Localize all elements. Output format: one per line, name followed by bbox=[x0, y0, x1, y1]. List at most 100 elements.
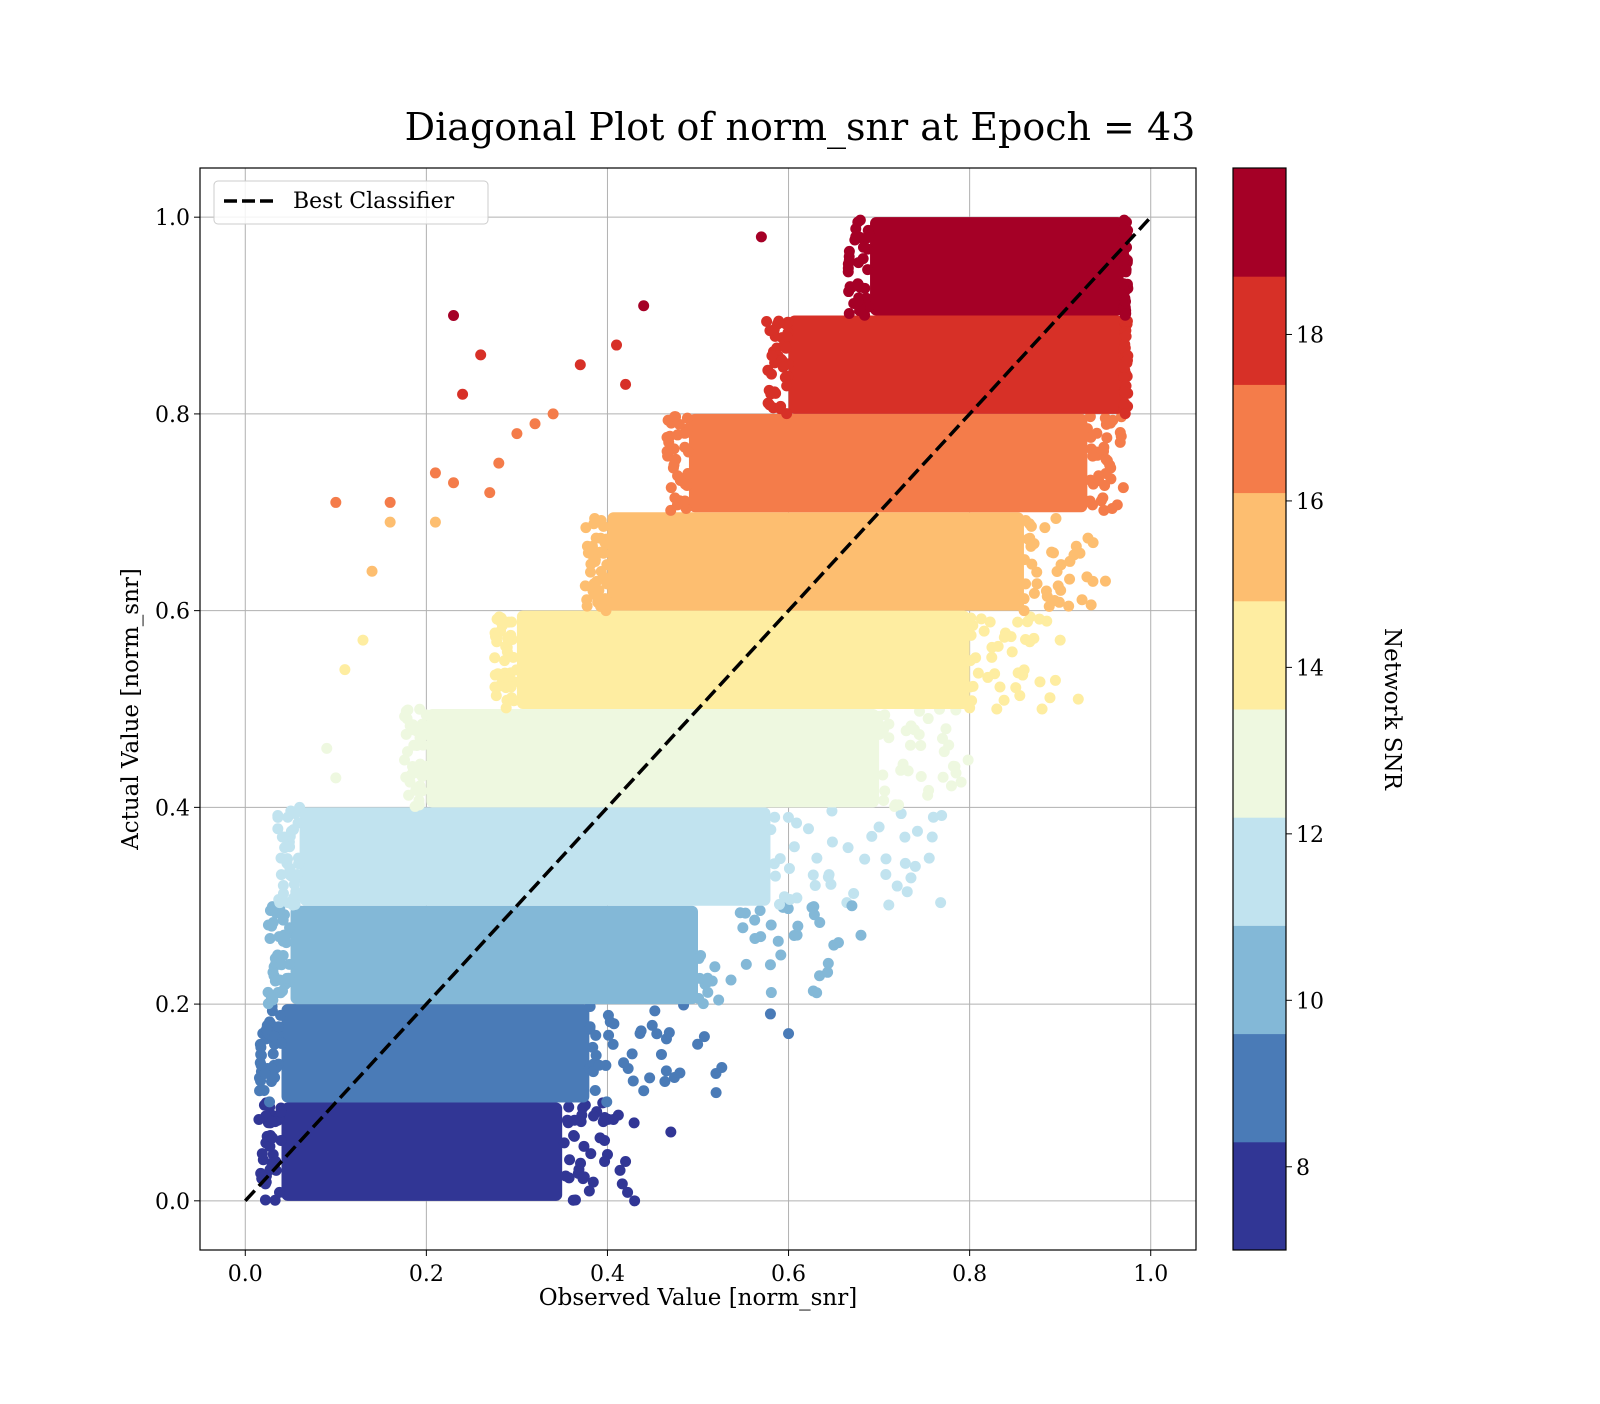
scatter-point bbox=[927, 811, 939, 823]
scatter-point bbox=[710, 1087, 722, 1099]
scatter-point bbox=[330, 496, 342, 508]
scatter-point bbox=[626, 1048, 638, 1060]
scatter-point bbox=[1117, 482, 1129, 494]
scatter-point bbox=[601, 1096, 613, 1108]
scatter-point bbox=[1119, 386, 1131, 398]
scatter-band bbox=[607, 512, 1024, 611]
scatter-point bbox=[1118, 361, 1130, 373]
scatter-point bbox=[950, 767, 962, 779]
scatter-point bbox=[1114, 426, 1126, 438]
scatter-point bbox=[873, 821, 885, 833]
scatter-point bbox=[775, 400, 787, 412]
scatter-point bbox=[276, 831, 288, 843]
scatter-point bbox=[1025, 520, 1037, 532]
scatter-point bbox=[725, 974, 737, 986]
scatter-point bbox=[1039, 522, 1051, 534]
scatter-point bbox=[848, 887, 860, 899]
scatter-point bbox=[611, 339, 623, 351]
scatter-point bbox=[828, 939, 840, 951]
scatter-point bbox=[755, 231, 767, 243]
scatter-point bbox=[588, 1110, 600, 1122]
scatter-point bbox=[922, 713, 934, 725]
scatter-point bbox=[273, 1021, 285, 1033]
scatter-point bbox=[558, 1137, 570, 1149]
scatter-point bbox=[693, 992, 705, 1004]
scatter-point bbox=[649, 1005, 661, 1017]
scatter-point bbox=[405, 769, 417, 781]
scatter-point bbox=[266, 1132, 278, 1144]
scatter-point bbox=[998, 694, 1010, 706]
scatter-point bbox=[1024, 636, 1036, 648]
scatter-point bbox=[660, 1065, 672, 1077]
scatter-point bbox=[936, 810, 948, 822]
scatter-point bbox=[1054, 634, 1066, 646]
scatter-point bbox=[1111, 499, 1123, 511]
colorbar-segment bbox=[1233, 276, 1286, 385]
scatter-point bbox=[859, 309, 871, 321]
scatter-point bbox=[897, 758, 909, 770]
scatter-point bbox=[629, 1195, 641, 1207]
scatter-point bbox=[807, 869, 819, 881]
scatter-point bbox=[357, 634, 369, 646]
scatter-point bbox=[278, 929, 290, 941]
scatter-point bbox=[984, 616, 996, 628]
scatter-point bbox=[1099, 575, 1111, 587]
scatter-point bbox=[275, 1009, 287, 1021]
scatter-point bbox=[580, 522, 592, 534]
scatter-point bbox=[603, 1029, 615, 1041]
scatter-point bbox=[607, 1114, 619, 1126]
scatter-point bbox=[1120, 330, 1132, 342]
scatter-point bbox=[749, 932, 761, 944]
scatter-point bbox=[593, 1059, 605, 1071]
scatter-point bbox=[866, 830, 878, 842]
scatter-point bbox=[491, 613, 503, 625]
scatter-point bbox=[915, 771, 927, 783]
scatter-point bbox=[275, 959, 287, 971]
scatter-point bbox=[1068, 549, 1080, 561]
scatter-point bbox=[593, 584, 605, 596]
scatter-point bbox=[1028, 587, 1040, 599]
scatter-point bbox=[398, 754, 410, 766]
scatter-point bbox=[1064, 573, 1076, 585]
scatter-point bbox=[575, 1157, 587, 1169]
scatter-point bbox=[1099, 412, 1111, 424]
scatter-point bbox=[651, 1028, 663, 1040]
scatter-point bbox=[339, 664, 351, 676]
scatter-point bbox=[563, 1101, 575, 1113]
colorbar-frame bbox=[1232, 167, 1287, 1251]
scatter-point bbox=[587, 1041, 599, 1053]
scatter-point bbox=[899, 857, 911, 869]
scatter-points bbox=[253, 214, 1134, 1207]
scatter-point bbox=[448, 477, 460, 489]
scatter-point bbox=[1006, 646, 1018, 658]
scatter-point bbox=[585, 566, 597, 578]
scatter-point bbox=[575, 1116, 587, 1128]
scatter-point bbox=[1120, 264, 1132, 276]
scatter-point bbox=[674, 1067, 686, 1079]
scatter-point bbox=[975, 613, 987, 625]
scatter-point bbox=[409, 800, 421, 812]
scatter-point bbox=[791, 929, 803, 941]
x-tick-label: 1.0 bbox=[1133, 1262, 1168, 1287]
scatter-point bbox=[266, 920, 278, 932]
scatter-point bbox=[668, 459, 680, 471]
scatter-point bbox=[502, 632, 514, 644]
scatter-point bbox=[511, 428, 523, 440]
scatter-point bbox=[585, 1148, 597, 1160]
scatter-point bbox=[802, 823, 814, 835]
scatter-point bbox=[1024, 532, 1036, 544]
scatter-point bbox=[788, 841, 800, 853]
scatter-point bbox=[935, 897, 947, 909]
scatter-point bbox=[560, 1170, 572, 1182]
scatter-point bbox=[399, 710, 411, 722]
scatter-point bbox=[1034, 613, 1046, 625]
legend-label: Best Classifier bbox=[293, 189, 455, 214]
scatter-point bbox=[285, 825, 297, 837]
y-tick-label: 0.4 bbox=[155, 796, 190, 821]
scatter-point bbox=[978, 625, 990, 637]
scatter-point bbox=[1082, 532, 1094, 544]
scatter-point bbox=[628, 1117, 640, 1129]
scatter-point bbox=[1020, 578, 1032, 590]
y-ticks: 0.0 0.2 0.4 0.6 0.8 1.0 bbox=[155, 206, 200, 1215]
